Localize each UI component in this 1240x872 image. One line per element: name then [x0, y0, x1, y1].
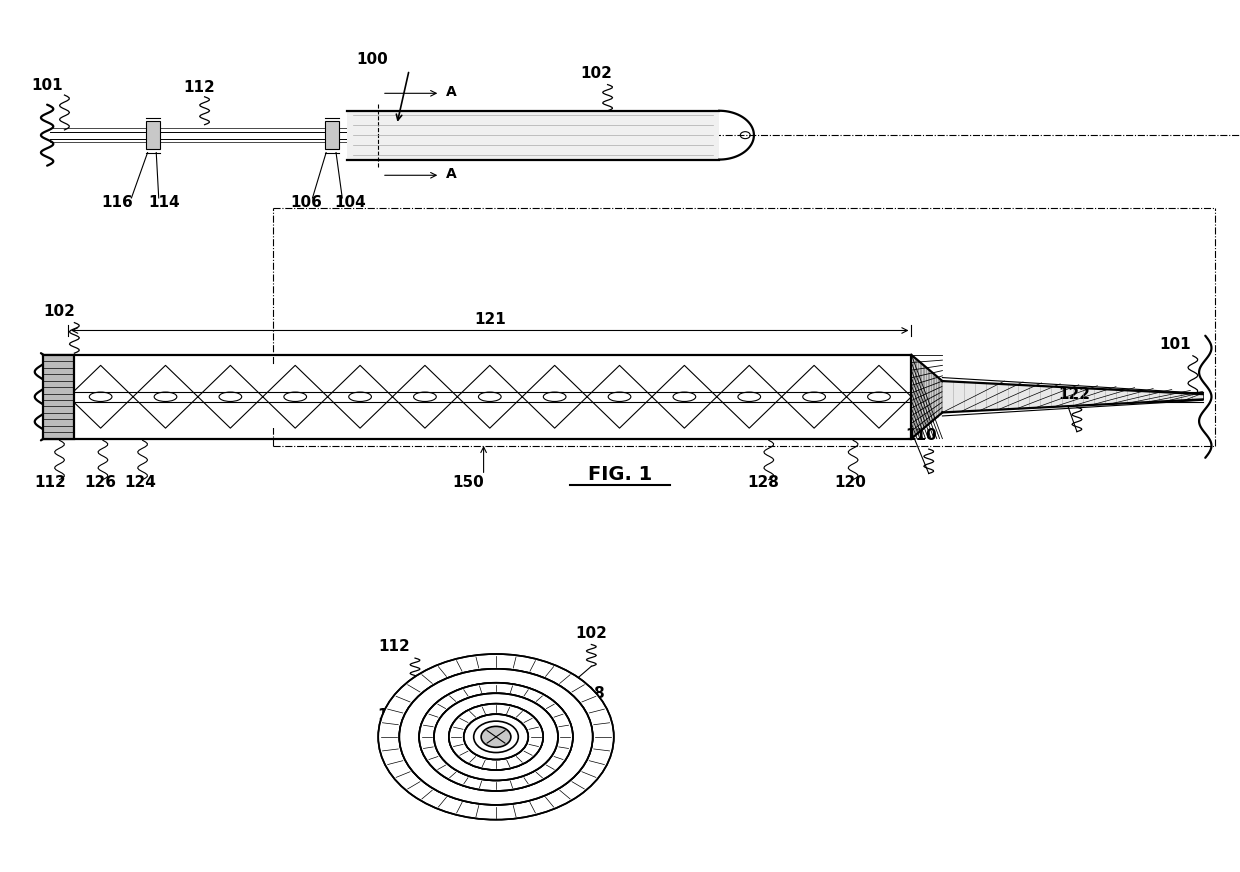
Text: 101: 101	[1159, 337, 1192, 351]
Bar	[43, 355, 911, 439]
Polygon shape	[942, 381, 1203, 412]
Text: 106: 106	[290, 194, 322, 209]
Text: 102: 102	[575, 625, 608, 641]
Text: 121: 121	[474, 312, 506, 327]
Text: 112: 112	[378, 639, 409, 654]
Text: 100: 100	[356, 51, 388, 66]
Circle shape	[434, 693, 558, 780]
Text: 104: 104	[335, 194, 367, 209]
Text: 101: 101	[31, 78, 63, 92]
Circle shape	[464, 714, 528, 760]
Bar	[325, 121, 339, 149]
Text: 102: 102	[580, 65, 613, 80]
Circle shape	[464, 714, 528, 760]
Text: 102: 102	[43, 303, 76, 318]
Polygon shape	[911, 355, 942, 439]
Circle shape	[449, 704, 543, 770]
Text: 150: 150	[453, 474, 485, 489]
Text: 122: 122	[1058, 386, 1090, 401]
Bar	[43, 355, 74, 439]
Text: 110: 110	[905, 428, 937, 443]
Text: 120: 120	[835, 474, 867, 489]
Circle shape	[399, 669, 593, 805]
Bar	[347, 111, 719, 160]
Circle shape	[419, 683, 573, 791]
Text: 124: 124	[124, 474, 156, 489]
Text: 128: 128	[748, 474, 780, 489]
Bar	[68, 365, 911, 428]
Text: 112: 112	[184, 79, 216, 94]
Circle shape	[419, 683, 573, 791]
Text: 101: 101	[564, 739, 596, 753]
Text: 108: 108	[573, 685, 605, 700]
Circle shape	[378, 654, 614, 820]
Text: 126: 126	[84, 474, 117, 489]
Text: 112: 112	[35, 474, 67, 489]
Text: 118: 118	[377, 708, 409, 723]
Circle shape	[434, 693, 558, 780]
Text: 116: 116	[102, 194, 134, 209]
Circle shape	[474, 721, 518, 753]
Text: A: A	[446, 85, 458, 99]
Text: 114: 114	[149, 194, 181, 209]
Text: A: A	[446, 167, 458, 181]
Circle shape	[481, 726, 511, 747]
Circle shape	[399, 669, 593, 805]
Bar	[146, 121, 160, 149]
Circle shape	[449, 704, 543, 770]
Text: FIG. 1: FIG. 1	[588, 465, 652, 484]
